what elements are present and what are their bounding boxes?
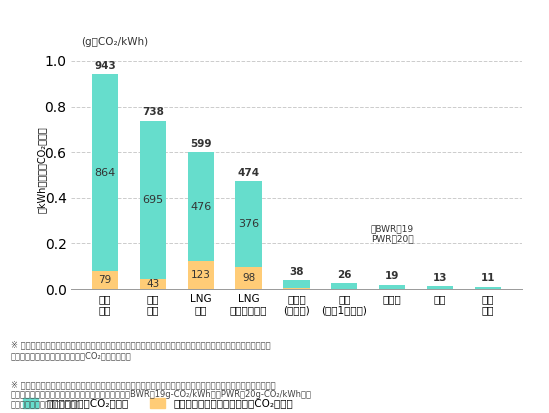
Text: ※ 原子力については、現在計画中の使用済燃料国内再処理・プルサーマル利用（１回リサイクルを前提）・高レベル
　放射性廃棄物処分・発電所廃炉等を含めて算出したBW: ※ 原子力については、現在計画中の使用済燃料国内再処理・プルサーマル利用（１回リ… xyxy=(11,380,312,410)
Bar xyxy=(283,288,310,289)
Bar xyxy=(236,267,262,289)
Bar xyxy=(92,74,118,271)
Bar xyxy=(139,121,166,279)
Text: ※ 発電燃料の燃焼に加え、原料の採掘から発電設備等の建設・燃料輸送・精製・運用・保守等のために消費される
　全てのエネルギーを対象としてCO₂排出量を算出: ※ 発電燃料の燃焼に加え、原料の採掘から発電設備等の建設・燃料輸送・精製・運用・… xyxy=(11,341,271,360)
Text: （BWR：19
PWR：20）: （BWR：19 PWR：20） xyxy=(371,224,414,244)
Text: 864: 864 xyxy=(94,168,116,178)
Text: 476: 476 xyxy=(190,202,211,212)
Bar xyxy=(188,152,214,261)
Bar xyxy=(236,181,262,267)
Legend: 発電燃料からのCO₂排出量, 設備建設、燃料製造等からのCO₂排出量: 発電燃料からのCO₂排出量, 設備建設、燃料製造等からのCO₂排出量 xyxy=(23,398,293,408)
Text: 38: 38 xyxy=(289,267,304,277)
Text: 26: 26 xyxy=(337,270,351,280)
Bar xyxy=(139,279,166,289)
Text: 43: 43 xyxy=(146,279,160,289)
Text: 474: 474 xyxy=(238,168,260,178)
Y-axis label: １kWh当たりのCO₂排出量: １kWh当たりのCO₂排出量 xyxy=(37,126,47,213)
Text: 79: 79 xyxy=(98,275,111,285)
Bar xyxy=(475,287,501,289)
Text: 98: 98 xyxy=(242,273,255,283)
Bar xyxy=(379,285,405,289)
Text: 738: 738 xyxy=(142,107,164,117)
Bar xyxy=(427,286,453,289)
Text: 599: 599 xyxy=(190,139,211,149)
Bar xyxy=(188,261,214,289)
Text: (g・CO₂/kWh): (g・CO₂/kWh) xyxy=(81,37,148,47)
Bar xyxy=(92,271,118,289)
Text: 376: 376 xyxy=(238,219,259,229)
Text: 123: 123 xyxy=(191,270,211,280)
Text: 13: 13 xyxy=(433,273,447,283)
Text: 695: 695 xyxy=(142,195,164,205)
Text: 11: 11 xyxy=(481,273,495,283)
Bar xyxy=(331,283,357,289)
Text: 943: 943 xyxy=(94,61,116,71)
Bar xyxy=(283,280,310,288)
Text: 19: 19 xyxy=(385,271,399,281)
